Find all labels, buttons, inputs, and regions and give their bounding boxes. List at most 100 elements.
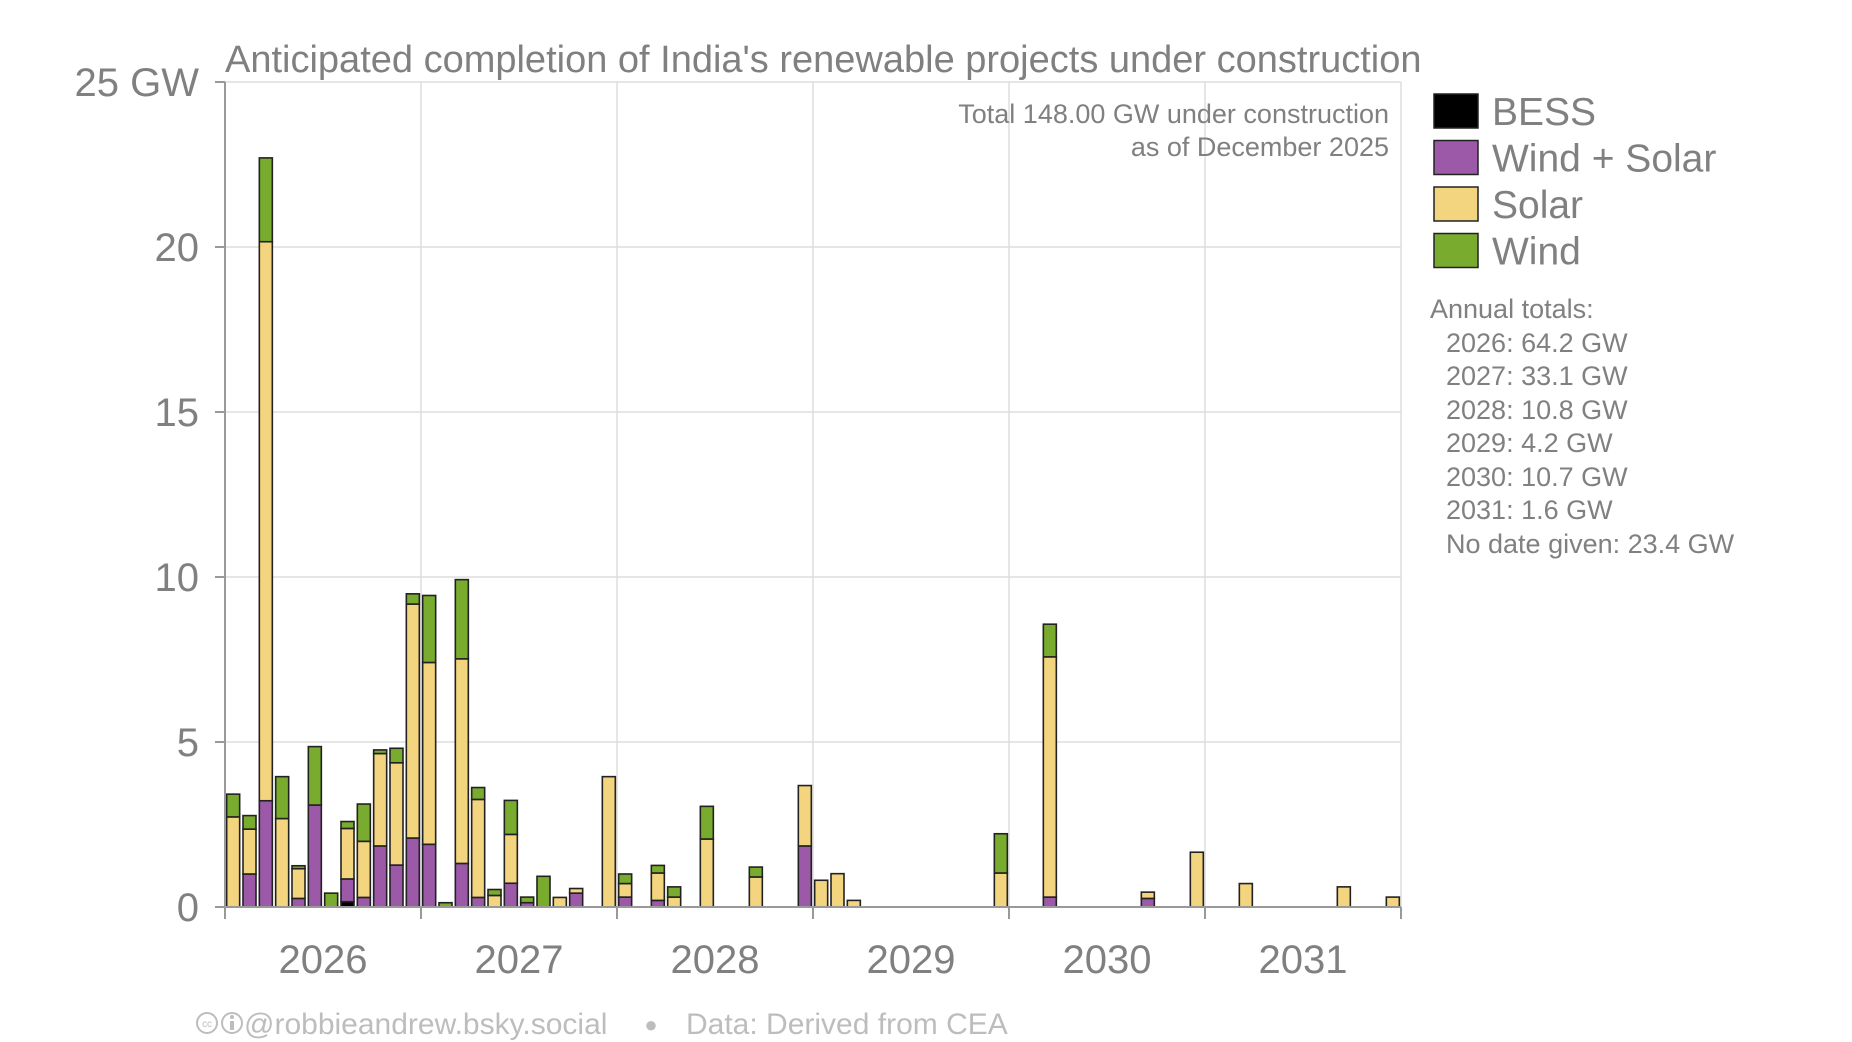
bar-2026-05 [291, 864, 306, 908]
bar-2030-09 [1140, 891, 1156, 908]
bar-segment-wind [519, 896, 535, 904]
bar-segment-solar [340, 827, 355, 880]
bar-segment-wind [307, 745, 323, 806]
bar-segment-wind-solar [356, 896, 372, 908]
y-tick-label: 20 [155, 226, 200, 270]
bar-segment-solar [242, 828, 257, 875]
legend-item-wind: Wind [1433, 231, 1581, 274]
bar-segment-solar [617, 882, 633, 898]
bar-segment-solar [1140, 891, 1156, 900]
bar-2031-12 [1385, 896, 1401, 908]
bar-2026-06 [307, 745, 323, 908]
bar-segment-wind-solar [421, 843, 437, 908]
bar-2026-12 [405, 593, 421, 908]
bar-2026-01 [225, 793, 241, 908]
bar-segment-wind [650, 864, 666, 874]
bar-segment-solar [274, 817, 290, 908]
x-tick-label: 2030 [1063, 938, 1152, 982]
bar-2027-03 [454, 578, 470, 908]
bar-segment-wind [225, 793, 241, 818]
footer-credit: @robbieandrew.bsky.social [244, 1008, 607, 1041]
y-tick-label: 0 [177, 886, 199, 930]
bar-segment-wind-solar [389, 864, 404, 908]
x-tick-label: 2027 [475, 938, 564, 982]
chart-title: Anticipated completion of India's renewa… [225, 39, 1422, 81]
bar-2028-04 [666, 886, 682, 908]
legend-swatch [1433, 232, 1479, 269]
bar-segment-solar [1189, 851, 1205, 908]
bar-segment-solar [225, 816, 241, 908]
bar-segment-solar [830, 872, 845, 908]
bar-segment-wind [617, 873, 633, 885]
bar-segment-solar [650, 872, 666, 902]
bar-segment-solar [993, 872, 1009, 908]
bar-segment-wind [372, 749, 388, 755]
bar-segment-wind-solar [797, 845, 813, 908]
bar-2027-01 [421, 594, 437, 908]
bar-segment-wind-solar [617, 896, 633, 908]
legend-swatch [1433, 186, 1479, 222]
bar-segment-wind [340, 820, 355, 830]
annual-total-2028: 2028: 10.8 GW [1446, 395, 1628, 425]
bar-segment-solar [503, 833, 519, 885]
bar-2027-09 [552, 896, 568, 908]
bar-2030-12 [1189, 851, 1205, 908]
bar-segment-solar [1385, 896, 1401, 908]
bar-segment-solar [454, 658, 470, 865]
footer-separator: ● [644, 1012, 657, 1037]
bar-segment-solar [601, 775, 617, 908]
bar-2027-04 [470, 786, 486, 908]
bar-segment-wind [993, 832, 1009, 874]
bar-2027-07 [519, 896, 535, 908]
bar-segment-wind [666, 886, 682, 898]
bar-segment-wind [274, 775, 290, 820]
bar-2030-03 [1042, 623, 1058, 908]
bar-segment-wind-solar [307, 804, 323, 908]
y-tick-label: 10 [155, 556, 200, 600]
bar-segment-wind [356, 803, 372, 843]
annual-total-no-date: No date given: 23.4 GW [1446, 529, 1735, 559]
bar-segment-wind-solar [242, 873, 257, 908]
bar-segment-wind [1042, 623, 1058, 658]
bar-2028-12 [797, 784, 813, 908]
bar-2026-07 [323, 892, 339, 908]
bar-2026-09 [356, 803, 372, 908]
bar-segment-wind-solar [1140, 897, 1156, 908]
bar-segment-wind [503, 799, 519, 836]
annual-total-2031: 2031: 1.6 GW [1446, 495, 1613, 525]
bar-segment-solar [405, 603, 421, 839]
legend-swatch [1433, 139, 1479, 176]
bar-segment-solar [258, 240, 274, 802]
bar-segment-solar [748, 876, 764, 908]
annual-total-2027: 2027: 33.1 GW [1446, 361, 1628, 391]
bar-segment-solar [552, 896, 568, 908]
bar-2027-12 [601, 775, 617, 908]
bar-segment-solar [568, 887, 584, 894]
legend-label: Wind + Solar [1492, 138, 1716, 181]
bar-2027-10 [568, 887, 584, 908]
bar-segment-solar [389, 761, 404, 866]
cc-by-icon: cc [196, 1012, 243, 1034]
bar-2026-02 [242, 814, 257, 908]
bar-2028-06 [699, 805, 715, 908]
bar-segment-wind-solar [291, 897, 306, 908]
footer-source: Data: Derived from CEA [686, 1008, 1008, 1041]
y-tick-label: 15 [155, 391, 200, 435]
bar-2026-08 [340, 820, 355, 908]
bar-segment-solar [1336, 886, 1352, 908]
legend-label: Solar [1492, 184, 1583, 227]
bar-segment-wind [454, 578, 470, 660]
legend-swatch [1433, 93, 1479, 129]
bar-segment-wind-solar [258, 799, 274, 908]
annual-total-2029: 2029: 4.2 GW [1446, 428, 1613, 458]
x-tick-label: 2028 [671, 938, 760, 982]
legend-label: BESS [1492, 91, 1596, 134]
bar-segment-solar [699, 838, 715, 908]
bar-segment-solar [1238, 882, 1254, 908]
bar-segment-wind-solar [503, 882, 519, 908]
annotation-line-2: as of December 2025 [1131, 132, 1389, 162]
bar-2027-06 [503, 799, 519, 908]
bar-segment-wind-solar [568, 892, 584, 908]
